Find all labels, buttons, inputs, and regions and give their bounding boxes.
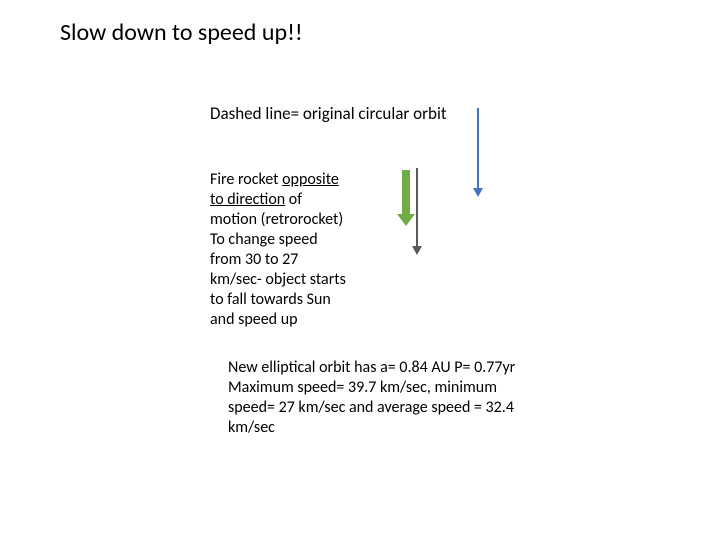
retrorocket-arrow-icon [402, 170, 410, 214]
dashed-line-label: Dashed line= original circular orbit [210, 104, 447, 124]
body-line2b: of [285, 190, 302, 209]
new-orbit-description: New elliptical orbit has a= 0.84 AU P= 0… [228, 358, 578, 438]
bottom-line4: km/sec [228, 418, 275, 437]
body-line8: and speed up [210, 310, 298, 329]
body-line2a: to direction [210, 190, 285, 209]
bottom-line3: speed= 27 km/sec and average speed = 32.… [228, 398, 514, 417]
body-line3: motion (retrorocket) [210, 210, 343, 229]
body-line1a: Fire rocket [210, 170, 282, 189]
slide-title: Slow down to speed up!! [60, 18, 303, 47]
body-line5: from 30 to 27 [210, 250, 298, 269]
retrorocket-description: Fire rocket opposite to direction of mot… [210, 170, 395, 330]
body-line7: to fall towards Sun [210, 290, 331, 309]
bottom-line2: Maximum speed= 39.7 km/sec, minimum [228, 378, 497, 397]
body-line1b: opposite [282, 170, 339, 189]
motion-arrow-icon [416, 168, 418, 246]
slide: Slow down to speed up!! Dashed line= ori… [0, 0, 720, 540]
body-line6: km/sec- object starts [210, 270, 346, 289]
orbit-arrow-icon [477, 108, 479, 188]
body-line4: To change speed [210, 230, 318, 249]
bottom-line1: New elliptical orbit has a= 0.84 AU P= 0… [228, 358, 515, 377]
